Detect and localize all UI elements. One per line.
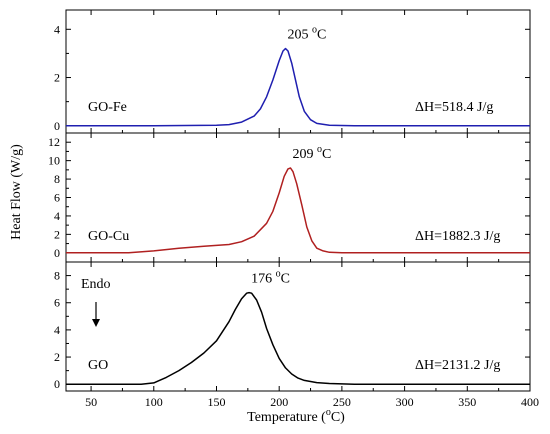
y-tick-label: 0 (54, 377, 60, 391)
y-tick-label: 12 (48, 135, 60, 149)
x-tick-label: 150 (207, 395, 225, 409)
sample-label: GO-Cu (88, 229, 129, 244)
peak-value: 205 (287, 28, 312, 43)
y-tick-label: 0 (54, 119, 60, 133)
x-tick-label: 50 (85, 395, 97, 409)
peak-value: 176 (251, 272, 276, 287)
sample-label: GO (88, 358, 108, 373)
y-tick-label: 2 (54, 227, 60, 241)
panel-go: 0 2 4 6 8 176 oC GO ΔH=2131.2 J/g Endo 50 100 150 20… (54, 262, 539, 409)
sample-label: GO-Fe (88, 100, 127, 115)
peak-temperature-label: 209 oC (292, 144, 331, 162)
panel-go-fe: 0 2 4 205 oC GO-Fe ΔH=518.4 J/g (54, 10, 530, 133)
y-tick-label: 4 (54, 22, 60, 36)
enthalpy-label: ΔH=518.4 J/g (415, 100, 493, 115)
x-axis-label: Temperature (oC) (247, 407, 345, 425)
x-tick-label: 100 (145, 395, 163, 409)
enthalpy-label: ΔH=2131.2 J/g (415, 358, 500, 373)
y-tick-label: 2 (54, 71, 60, 85)
peak-value: 209 (292, 147, 317, 162)
peak-temperature-label: 176 oC (251, 269, 290, 287)
y-tick-label: 4 (54, 209, 60, 223)
x-axis-label-end: C) (331, 410, 345, 425)
y-tick-label: 6 (54, 191, 60, 205)
y-tick-label: 6 (54, 296, 60, 310)
y-tick-label: 10 (48, 154, 60, 168)
peak-unit: C (281, 272, 290, 287)
peak-temperature-label: 205 oC (287, 25, 326, 43)
x-tick-label: 350 (458, 395, 476, 409)
endo-label: Endo (81, 277, 111, 292)
x-tick-label: 200 (270, 395, 288, 409)
y-tick-label: 2 (54, 350, 60, 364)
x-tick-label: 300 (396, 395, 414, 409)
x-axis-label-base: Temperature ( (247, 410, 326, 425)
panel-go-cu: 0 2 4 6 8 10 12 209 oC GO-Cu ΔH=1882.3 J/g (48, 133, 530, 262)
y-tick-label: 0 (54, 246, 60, 260)
y-tick-label: 8 (54, 269, 60, 283)
peak-unit: C (317, 28, 326, 43)
enthalpy-label: ΔH=1882.3 J/g (415, 229, 500, 244)
x-tick-label: 400 (521, 395, 539, 409)
peak-unit: C (322, 147, 331, 162)
y-tick-label: 8 (54, 172, 60, 186)
y-tick-label: 4 (54, 323, 60, 337)
panels-group: 0 2 4 205 oC GO-Fe ΔH=518.4 J/g 0 2 4 6 8 10 12 209 o… (48, 10, 539, 409)
endo-arrow-head (92, 319, 100, 327)
x-tick-label: 250 (333, 395, 351, 409)
y-axis-label: Heat Flow (W/g) (9, 144, 24, 240)
